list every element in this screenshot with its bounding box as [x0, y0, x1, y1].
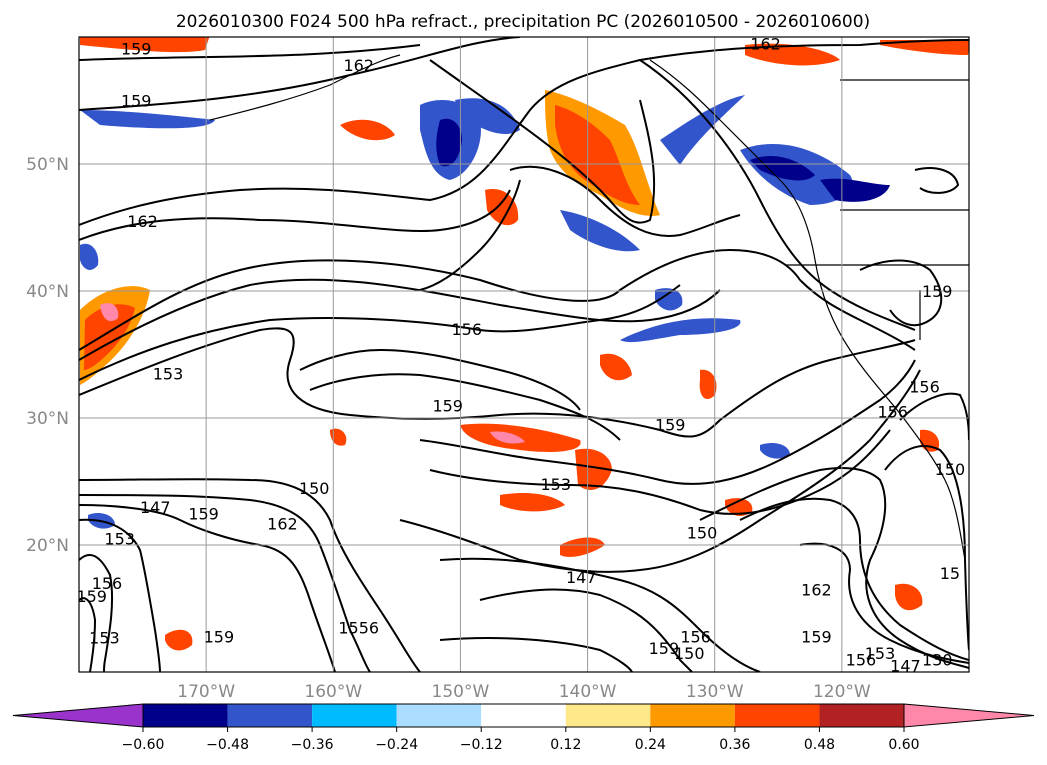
longitude-axis: 170°W 160°W 150°W 140°W 130°W 120°W [177, 682, 871, 702]
colorbar-tick-label: 0.48 [804, 737, 835, 753]
contour-label: 156 [452, 320, 483, 339]
colorbar-tick-label: 0.24 [635, 737, 666, 753]
contour-label: 159 [76, 587, 107, 606]
lon-tick-label: 170°W [177, 682, 235, 702]
geopotential-contours [79, 37, 969, 672]
lon-tick-label: 130°W [686, 682, 744, 702]
contour-label: 153 [153, 365, 184, 384]
contour-label: 159 [204, 627, 235, 646]
latitude-axis: 20°N 30°N 40°N 50°N [26, 155, 69, 556]
contour-label: 15 [940, 564, 960, 583]
colorbar: −0.60 −0.48 −0.36 −0.24 −0.12 0.12 0.24 0.36 0.4… [12, 703, 1035, 753]
lon-tick-label: 120°W [813, 682, 871, 702]
contour-label: 153 [865, 644, 896, 663]
contour-label: 159 [801, 627, 832, 646]
contour-label: 156 [909, 377, 940, 396]
contour-label: 1556 [338, 619, 379, 638]
colorbar-segment [734, 704, 820, 727]
contour-label: 162 [127, 212, 158, 231]
colorbar-segment [481, 704, 566, 727]
lon-tick-label: 140°W [559, 682, 617, 702]
contour-label: 162 [267, 514, 298, 533]
contour-label: 159 [432, 396, 463, 415]
contour-label: 156 [846, 650, 877, 669]
contour-label: 159 [649, 639, 680, 658]
map-frame [78, 36, 970, 673]
colorbar-segment [227, 704, 313, 727]
lat-tick-label: 20°N [26, 536, 69, 556]
contour-label: 147 [140, 498, 171, 517]
colorbar-segment [312, 704, 397, 727]
contour-label: 159 [121, 92, 152, 111]
contour-label: 162 [750, 34, 781, 53]
contour-label: 130 [922, 650, 953, 669]
colorbar-frame [142, 703, 905, 728]
lat-tick-label: 40°N [26, 282, 69, 302]
contour-label: 147 [890, 657, 921, 676]
colorbar-tick-label: −0.60 [122, 737, 165, 753]
lat-tick-label: 50°N [26, 155, 69, 175]
contour-label: 156 [92, 574, 123, 593]
colorbar-tick-label: −0.48 [206, 737, 249, 753]
lon-tick-label: 150°W [432, 682, 490, 702]
colorbar-tick-label: 0.60 [888, 737, 919, 753]
contour-label: 150 [299, 479, 330, 498]
colorbar-over-extension [903, 703, 1035, 728]
gridlines [79, 37, 969, 672]
contour-label: 159 [188, 504, 219, 523]
colorbar-segment [819, 704, 904, 727]
contour-label: 159 [922, 282, 953, 301]
coastlines [209, 54, 969, 561]
lon-tick-label: 160°W [304, 682, 362, 702]
contour-label: 147 [566, 568, 597, 587]
lat-tick-label: 30°N [26, 409, 69, 429]
contour-label: 150 [687, 523, 718, 542]
colorbar-segment [143, 704, 228, 727]
colorbar-under-extension [12, 703, 144, 728]
contour-label: 162 [801, 580, 832, 599]
chart-title: 2026010300 F024 500 hPa refract., precip… [176, 12, 870, 32]
colorbar-tick-label: −0.24 [375, 737, 418, 753]
contour-label: 159 [121, 39, 152, 58]
contour-label: 150 [935, 460, 966, 479]
contour-label: 162 [343, 56, 374, 75]
contour-label: 156 [877, 403, 908, 422]
map-background [79, 37, 969, 672]
contour-label: 153 [104, 530, 135, 549]
colorbar-segment [650, 704, 735, 727]
colorbar-tick-label: −0.36 [291, 737, 334, 753]
precipitation-shading [80, 37, 969, 651]
contour-label: 150 [674, 644, 705, 663]
colorbar-tick-label: −0.12 [460, 737, 503, 753]
colorbar-tick-label: 0.36 [719, 737, 750, 753]
contour-label: 153 [541, 475, 572, 494]
contour-label: 159 [655, 415, 686, 434]
contour-label: 156 [680, 627, 711, 646]
colorbar-segment [565, 704, 651, 727]
colorbar-segment [396, 704, 482, 727]
colorbar-tick-label: 0.12 [550, 737, 581, 753]
contour-label: 153 [89, 629, 120, 648]
